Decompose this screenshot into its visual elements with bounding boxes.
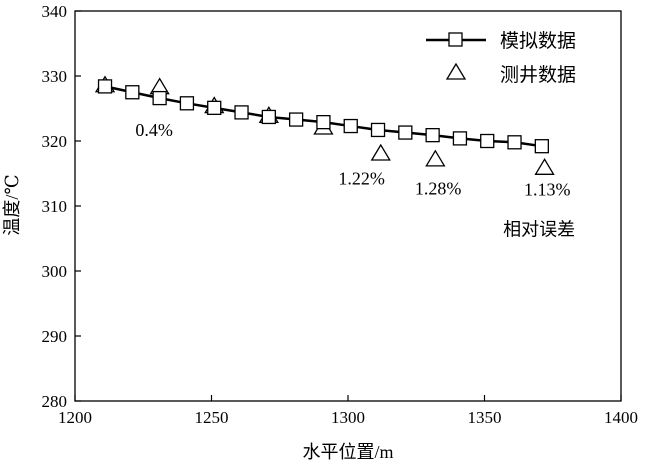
simulated-square-point	[534, 139, 549, 154]
simulated-square-point	[480, 133, 495, 149]
simulated-square-point	[97, 79, 113, 94]
x-tick-label: 1350	[468, 408, 502, 427]
x-tick-label: 1250	[195, 408, 229, 427]
x-axis-label: 水平位置/m	[302, 442, 393, 462]
simulated-square-point	[507, 135, 522, 150]
error-annotation: 0.4%	[135, 120, 173, 140]
simulated-square-point	[316, 115, 331, 130]
x-tick-label: 1200	[58, 408, 92, 427]
simulated-square-point	[234, 105, 249, 120]
y-axis-label: 温度/℃	[2, 174, 22, 235]
simulated-square-point	[261, 109, 276, 125]
measured-triangle-point	[370, 143, 391, 161]
measured-triangle-point	[425, 149, 446, 167]
y-tick-label: 340	[42, 2, 68, 21]
marks	[94, 75, 555, 175]
measured-triangle-point	[534, 158, 555, 175]
legend-label-measured: 测井数据	[500, 64, 576, 86]
error-annotation: 1.13%	[524, 180, 571, 200]
simulated-square-point	[343, 118, 358, 134]
simulated-square-point	[207, 100, 222, 115]
simulated-square-point	[125, 85, 140, 100]
simulated-square-point	[452, 131, 468, 146]
y-tick-label: 300	[42, 262, 68, 281]
y-tick-label: 320	[42, 132, 68, 151]
y-tick-label: 310	[42, 197, 68, 216]
simulated-square-point	[152, 90, 167, 106]
x-tick-label: 1300	[331, 408, 365, 427]
error-annotation: 1.28%	[415, 178, 462, 198]
error-annotation: 1.22%	[338, 169, 385, 189]
legend-triangle-marker	[445, 62, 467, 80]
y-tick-label: 330	[42, 67, 68, 86]
simulated-square-point	[288, 112, 304, 127]
legend-square-marker	[448, 32, 463, 47]
error-annotation: 相对误差	[503, 219, 575, 239]
x-tick-label: 1400	[604, 408, 638, 427]
simulated-square-point	[398, 125, 413, 140]
y-tick-label: 280	[42, 392, 68, 411]
legend: 模拟数据 测井数据	[426, 30, 576, 86]
legend-label-simulated: 模拟数据	[500, 30, 576, 52]
simulated-square-point	[370, 122, 386, 138]
axes: 1200 1250 1300 1350 1400 280 290 300 310 320 330 34…	[42, 2, 639, 427]
simulated-square-point	[425, 127, 440, 143]
y-tick-label: 290	[42, 327, 68, 346]
simulated-square-point	[179, 96, 195, 111]
